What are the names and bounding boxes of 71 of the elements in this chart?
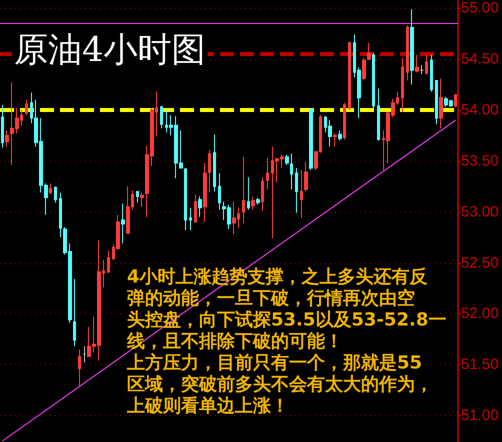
candlestick [251, 196, 255, 210]
candlestick [54, 186, 57, 204]
candlestick [160, 105, 163, 129]
candlestick [189, 207, 192, 231]
candlestick [290, 153, 293, 190]
candlestick [83, 346, 86, 364]
y-tick-label: 53.50 [461, 152, 499, 170]
y-tick-label: 55.00 [461, 0, 499, 17]
candlestick [328, 120, 332, 148]
annotation: 上方压力，目前只有一个，那就是55 [126, 352, 422, 374]
candlestick [295, 168, 298, 214]
candlestick [126, 186, 130, 234]
candlestick [242, 156, 245, 224]
candlestick [425, 54, 428, 75]
candlestick [430, 54, 433, 92]
annotation: 线，且不排除下破的可能！ [126, 331, 343, 352]
annotation: 上破则看单边上涨！ [126, 396, 289, 416]
candlestick [401, 58, 404, 113]
candlestick [136, 190, 139, 204]
candlestick [213, 134, 216, 192]
candlestick [218, 172, 221, 210]
candlestick [5, 130, 9, 148]
candlestick [78, 348, 81, 388]
candlestick [435, 80, 438, 125]
candlestick [285, 154, 289, 166]
y-tick-label: 54.50 [461, 50, 499, 68]
y-tick-label: 52.50 [461, 254, 499, 272]
candlestick [194, 194, 197, 223]
annotation: 4小时上涨趋势支撑，之上多头还有反 [127, 266, 428, 288]
y-tick-label: 53.00 [461, 203, 499, 220]
y-tick-label: 51.00 [461, 407, 499, 424]
annotation: 区域，突破前多头不会有太大的作为， [127, 374, 433, 395]
candlestick [309, 107, 313, 171]
candlestick [184, 168, 187, 231]
y-tick-label: 51.50 [461, 356, 499, 374]
y-tick-label: 52.00 [461, 305, 499, 322]
candlestick [410, 8, 414, 86]
candlestick [203, 162, 207, 223]
candlestick [247, 176, 250, 210]
candlestick [73, 278, 76, 347]
candlestick [140, 192, 144, 208]
candlestick [338, 130, 342, 142]
candlestick [107, 250, 110, 274]
candlestick [362, 58, 366, 81]
candlestick [406, 24, 409, 81]
candlestick [256, 197, 260, 206]
candlestick [49, 182, 52, 196]
candlestick [232, 201, 236, 235]
candlestick [454, 94, 457, 108]
candlestick [333, 132, 337, 148]
candlestick [367, 42, 371, 61]
candlestick [304, 161, 308, 192]
candlestick [25, 99, 28, 116]
y-tick-label: 54.00 [461, 101, 499, 118]
candlestick [372, 52, 375, 108]
candlestick [261, 176, 264, 212]
candlestick [1, 104, 4, 148]
candlestick [266, 157, 269, 190]
candlestick [348, 41, 351, 110]
text: 原油4小时图 [14, 30, 206, 70]
candlestick [208, 149, 211, 193]
candlestick [121, 203, 125, 244]
candlestick [377, 88, 380, 142]
candlestick [343, 102, 346, 140]
candlestick [300, 170, 303, 218]
candlestick [415, 54, 419, 73]
candlestick [439, 78, 443, 129]
candlestick [420, 64, 424, 75]
candlestick [59, 192, 62, 238]
candlestick [198, 196, 202, 218]
annotation: 弹的动能，一旦下破，行情再次由空 [127, 288, 415, 309]
